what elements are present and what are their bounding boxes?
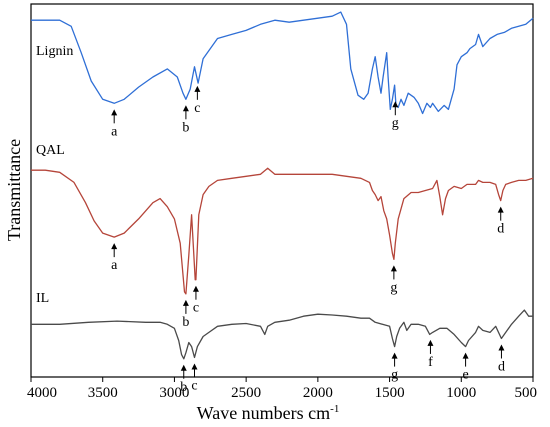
peak-annotation-b: b: [182, 105, 189, 135]
peak-label: d: [498, 359, 505, 374]
x-axis: 4000 3500 3000 2500 2000 1500 1000 500: [27, 377, 537, 401]
peak-annotation-g: g: [390, 265, 397, 295]
series-line-lignin: [31, 11, 534, 115]
peak-label: d: [497, 222, 504, 237]
peak-arrow-head: [498, 344, 505, 351]
series-line-qal: [31, 167, 534, 295]
plot-frame: [30, 3, 534, 378]
peak-annotation-g: g: [391, 352, 398, 383]
peak-arrow-head: [194, 85, 201, 92]
series-label-qal: QAL: [36, 143, 65, 158]
peak-annotation-a: a: [111, 243, 118, 273]
peak-arrow-head: [462, 352, 469, 359]
peak-annotation-b: b: [182, 299, 189, 330]
peak-label: a: [111, 124, 118, 139]
peak-label: c: [193, 301, 199, 316]
plot-border: [30, 3, 534, 378]
x-tick-label: 500: [515, 385, 538, 401]
x-tick-label: 2000: [303, 385, 333, 401]
x-tick-label: 3500: [88, 385, 118, 401]
series-label-lignin: Lignin: [36, 44, 73, 59]
peak-annotation-f: f: [427, 339, 434, 370]
series-label-layer: Lignin QAL IL: [36, 44, 73, 306]
x-tick-label: 2500: [231, 385, 261, 401]
x-tick-label: 3000: [159, 385, 189, 401]
peak-arrow-head: [392, 101, 399, 108]
peak-label: a: [111, 258, 118, 273]
peak-annotation-g: g: [392, 101, 399, 131]
peak-annotation-e: e: [462, 352, 469, 383]
peak-label: b: [182, 315, 189, 330]
x-tick-label: 1500: [375, 385, 405, 401]
peak-arrow-head: [182, 299, 189, 306]
x-tick-label: 1000: [446, 385, 476, 401]
peak-label: b: [182, 120, 189, 135]
peak-arrow-head: [497, 206, 504, 213]
peak-arrow-head: [390, 265, 397, 272]
peak-label: c: [191, 379, 197, 394]
peak-annotation-b: b: [180, 364, 187, 395]
peak-label: g: [390, 280, 397, 295]
peak-annotation-c: c: [194, 85, 201, 116]
peak-arrow-head: [191, 363, 198, 370]
peak-label: e: [462, 368, 468, 383]
peak-label: g: [392, 116, 399, 131]
peak-label: g: [391, 368, 398, 383]
peak-label: f: [428, 355, 433, 370]
peak-annotation-a: a: [111, 109, 118, 139]
y-axis-title: Transmittance: [4, 139, 24, 241]
peak-annotation-c: c: [192, 285, 199, 316]
peak-annotation-c: c: [191, 363, 198, 394]
x-axis-title: Wave numbers cm-1: [197, 403, 340, 423]
peak-arrow-head: [180, 364, 187, 371]
peak-arrow-head: [427, 339, 434, 346]
peak-arrow-head: [111, 243, 118, 250]
peak-annotation-d: d: [497, 206, 504, 237]
peak-arrow-head: [192, 285, 199, 292]
peak-arrow-head: [111, 109, 118, 116]
peak-label: c: [194, 101, 200, 116]
series-label-il: IL: [36, 291, 49, 306]
series-line-il: [31, 309, 533, 360]
peak-arrow-head: [182, 105, 189, 112]
peak-annotation-d: d: [498, 344, 505, 374]
peak-label: b: [180, 380, 187, 395]
x-tick-label: 4000: [27, 385, 57, 401]
peak-arrow-head: [391, 352, 398, 359]
series-layer: [31, 11, 534, 360]
